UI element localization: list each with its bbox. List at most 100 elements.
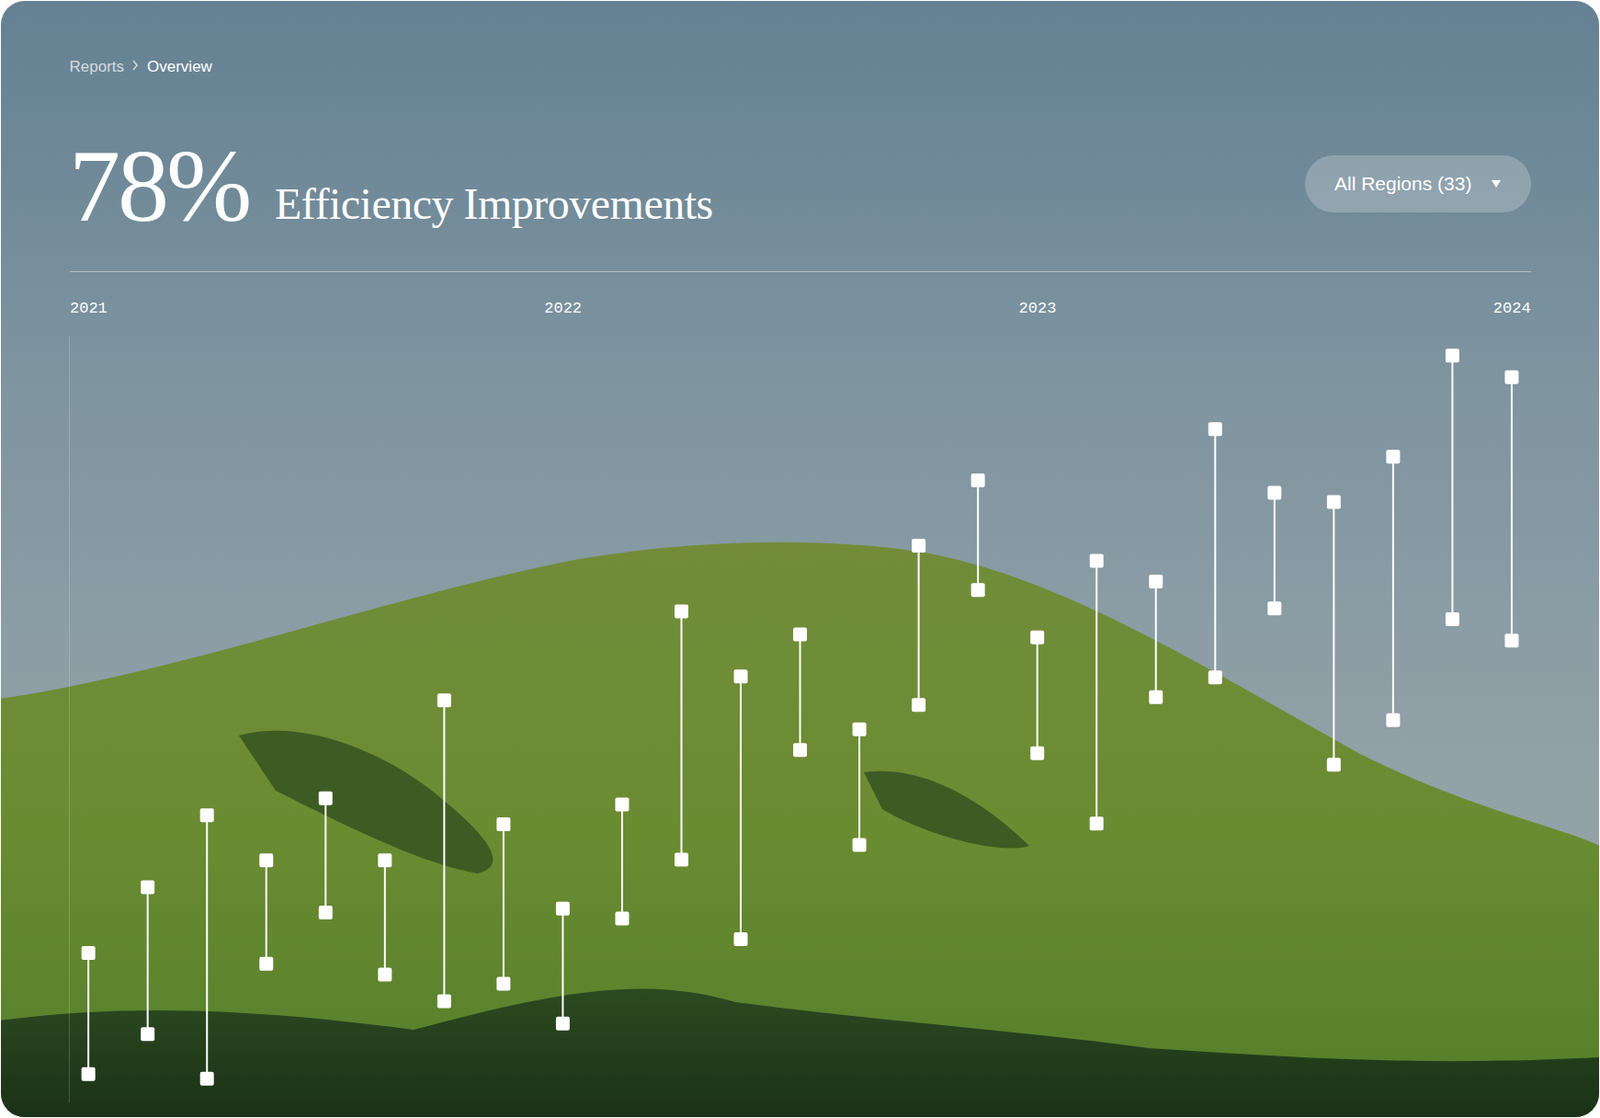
overlay	[0, 0, 1600, 1117]
range-high	[1148, 574, 1163, 589]
range	[1089, 554, 1104, 831]
sky	[0, 0, 1600, 1117]
range-low	[734, 931, 749, 946]
x-tick-label: 2024	[1493, 299, 1532, 318]
x-tick-label: 2021	[69, 299, 108, 318]
range-line	[384, 860, 386, 975]
range	[1504, 370, 1519, 648]
range	[496, 817, 511, 990]
range-line	[1036, 636, 1039, 753]
range	[200, 807, 215, 1086]
range-high	[1385, 449, 1400, 464]
range-low	[437, 994, 452, 1009]
range-high	[793, 627, 807, 642]
range-low	[1089, 816, 1104, 830]
plot	[81, 348, 1520, 1085]
range-high	[437, 692, 452, 707]
range-high	[200, 807, 215, 822]
range-line	[265, 860, 268, 964]
range	[318, 791, 333, 920]
range-low	[614, 911, 629, 926]
x-tick: 2021	[69, 271, 108, 318]
range-line	[1214, 429, 1216, 678]
range	[259, 852, 273, 970]
x-tick-label: 2022	[544, 299, 582, 318]
range	[1148, 574, 1163, 704]
x-axis: 2021 2022 2023 2024	[69, 271, 1532, 318]
range-high	[318, 791, 333, 806]
range	[437, 692, 452, 1008]
range-low	[911, 697, 926, 712]
range-high	[1445, 348, 1460, 363]
breadcrumb-chevron	[133, 60, 137, 70]
range-high	[614, 796, 629, 811]
range-line	[739, 676, 742, 940]
range-low	[674, 851, 689, 866]
background	[0, 0, 1600, 1117]
range-low	[1327, 757, 1341, 772]
range-line	[561, 907, 564, 1023]
range-low	[793, 742, 807, 757]
x-tick: 2023	[1019, 271, 1057, 318]
dropdown-label[interactable]: All Regions (33)	[1334, 172, 1472, 194]
range	[614, 796, 629, 925]
range-high	[734, 669, 749, 683]
range-line	[1510, 376, 1513, 641]
range	[911, 538, 926, 712]
range-high	[496, 817, 511, 831]
range-low	[377, 966, 392, 981]
x-tick-label: 2023	[1019, 299, 1057, 318]
range	[1445, 348, 1460, 626]
range-low	[1385, 713, 1400, 727]
range-low	[1030, 746, 1044, 761]
range-high	[852, 722, 867, 737]
range	[734, 669, 749, 946]
range-low	[971, 582, 986, 597]
range-low	[1445, 612, 1460, 626]
range-line	[442, 700, 445, 1001]
range-line	[858, 728, 861, 845]
range-low	[1148, 690, 1163, 704]
range-line	[1332, 501, 1335, 765]
breadcrumb-link[interactable]: Reports	[69, 57, 125, 76]
range-low	[1208, 669, 1223, 684]
region-filter[interactable]: All Regions (33)	[1304, 155, 1532, 213]
range-low	[1267, 601, 1282, 615]
range-high	[674, 604, 689, 619]
x-axis-line	[69, 271, 1532, 273]
range-high	[1327, 494, 1341, 509]
range-high	[911, 538, 926, 553]
range	[556, 901, 570, 1031]
range-line	[799, 634, 802, 750]
range-high	[1504, 370, 1519, 385]
range-low	[852, 838, 867, 852]
range-line	[1095, 560, 1098, 824]
range	[377, 852, 392, 981]
range-line	[87, 953, 90, 1075]
range-line	[324, 797, 327, 912]
dropdown-pill[interactable]	[1304, 155, 1532, 213]
range-line	[918, 544, 920, 704]
range-line	[976, 480, 979, 591]
range-high	[259, 852, 273, 867]
range	[1267, 485, 1282, 615]
range-low	[318, 905, 333, 920]
range-high	[1208, 421, 1223, 436]
range-high	[140, 879, 155, 894]
range-line	[1155, 581, 1158, 698]
title: Efficiency Improvements	[274, 179, 714, 228]
dropdown-arrow[interactable]	[1491, 180, 1501, 188]
range-line	[502, 824, 505, 984]
range	[1208, 421, 1223, 684]
range-high	[1089, 554, 1104, 568]
range-line	[1273, 492, 1276, 609]
range	[674, 604, 689, 867]
range-low	[496, 975, 511, 990]
range	[1327, 494, 1341, 772]
range-low	[259, 956, 273, 971]
range	[852, 722, 867, 852]
range-line	[680, 611, 682, 860]
range-low	[1504, 633, 1519, 647]
range-high	[1030, 630, 1044, 645]
range	[1030, 630, 1044, 761]
